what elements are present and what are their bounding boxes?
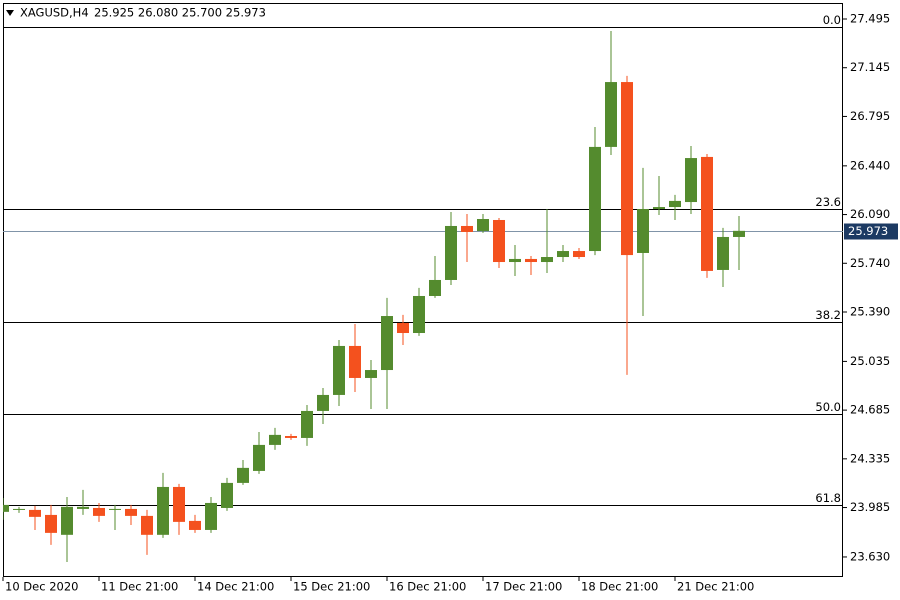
candle-body [685,158,697,203]
candle-body [541,257,553,263]
candle-body [701,156,713,271]
y-tick-label: 24.335 [850,451,890,465]
candle-body [525,258,537,263]
y-tick-label: 26.090 [850,207,890,221]
x-tick-label: 14 Dec 21:00 [197,580,274,594]
candle-body [717,236,729,270]
candle-body [477,219,489,231]
candle-body [61,506,73,535]
candle-body [253,444,265,471]
candle-body [653,207,665,209]
fib-label: 23.6 [815,195,841,209]
candle-body [77,506,89,509]
symbol: XAGUSD,H4 [20,6,89,20]
x-tick-label: 16 Dec 21:00 [389,580,466,594]
y-tick-label: 23.985 [850,500,890,514]
candle-body [621,82,633,256]
candle-body [589,146,601,252]
candle-body [509,258,521,263]
fib-label: 38.2 [815,308,841,322]
y-tick-label: 27.495 [850,12,890,26]
fib-label: 0.0 [823,13,841,27]
candle-body [637,208,649,253]
candle-body [221,482,233,508]
current-price-label: 25.973 [848,224,888,238]
candle-body [189,520,201,530]
candle-body [445,225,457,280]
x-tick-label: 11 Dec 21:00 [101,580,178,594]
candle-body [413,295,425,334]
y-tick-label: 27.145 [850,60,890,74]
plot-area [3,27,843,562]
candle-body [205,502,217,530]
x-tick-label: 15 Dec 21:00 [293,580,370,594]
candle-body [333,345,345,395]
x-tick-label: 21 Dec 21:00 [677,580,754,594]
candle-body [29,509,41,517]
y-tick-label: 23.630 [850,549,890,563]
y-tick-label: 25.390 [850,304,890,318]
candle-body [317,394,329,411]
fib-label: 50.0 [815,400,841,414]
candle-body [365,370,377,378]
candle-body [557,251,569,258]
candle-body [285,436,297,438]
quote: 25.925 26.080 25.700 25.973 [94,6,266,20]
y-tick-label: 26.795 [850,109,890,123]
candle-body [381,316,393,371]
candle-body [93,507,105,516]
x-tick-label: 17 Dec 21:00 [485,580,562,594]
candle-body [173,486,185,522]
candle-body [3,504,9,512]
y-tick-label: 24.685 [850,403,890,417]
candle-body [733,230,745,237]
y-tick-label: 25.740 [850,256,890,270]
candle-body [141,515,153,535]
candle-body [45,514,57,533]
y-tick-label: 26.440 [850,158,890,172]
candle-body [461,225,473,232]
candle-body [109,508,121,510]
x-tick-label: 10 Dec 2020 [5,580,78,594]
candle-body [573,251,585,258]
candle-body [301,410,313,438]
candle-body [669,200,681,208]
menu-triangle[interactable] [6,10,14,16]
fib-label: 61.8 [815,491,841,505]
candle-body [237,467,249,483]
plot-frame [3,3,843,577]
candle-body [157,486,169,535]
candle-body [605,82,617,147]
candle-body [269,434,281,445]
candle-body [125,508,137,516]
candle-body [349,345,361,378]
candle-body [397,322,409,334]
candle-body [13,508,25,510]
candle-body [493,219,505,263]
candle-body [429,279,441,296]
current-price-box [844,223,898,240]
y-tick-label: 25.035 [850,354,890,368]
x-tick-label: 18 Dec 21:00 [581,580,658,594]
